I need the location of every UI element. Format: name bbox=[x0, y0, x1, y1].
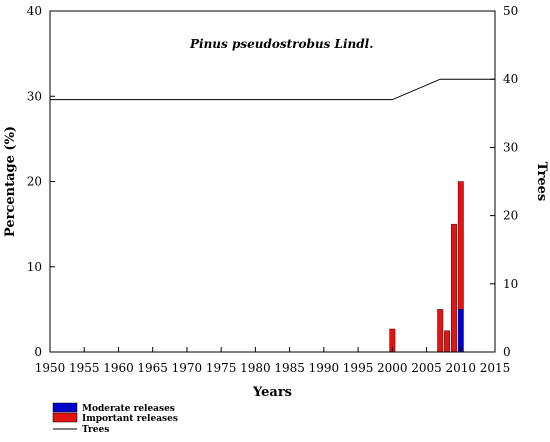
plot-frame bbox=[49, 10, 496, 353]
y2-tick-label: 0 bbox=[503, 345, 511, 359]
legend-label-important-releases: Important releases bbox=[82, 414, 178, 424]
legend-label-trees: Trees bbox=[82, 425, 109, 435]
x-tick-label: 1990 bbox=[309, 361, 340, 375]
bar-important-releases bbox=[437, 309, 444, 353]
x-tick-label: 1985 bbox=[274, 361, 305, 375]
legend-swatch-moderate-releases bbox=[52, 402, 78, 413]
x-tick-label: 1980 bbox=[240, 361, 271, 375]
y2-tick-label: 30 bbox=[503, 140, 518, 154]
x-tick-label: 2010 bbox=[445, 361, 476, 375]
y-tick-label: 20 bbox=[27, 175, 42, 189]
x-tick-label: 1960 bbox=[103, 361, 134, 375]
bar-moderate-releases bbox=[457, 309, 464, 353]
y-axis-left: 0 10 20 30 40 bbox=[27, 4, 55, 359]
bar-important-releases bbox=[444, 330, 451, 353]
x-tick-label: 2015 bbox=[480, 361, 511, 375]
y2-tick-label: 20 bbox=[503, 209, 518, 223]
chart-title: Pinus pseudostrobus Lindl. bbox=[189, 37, 373, 51]
legend: Moderate releases Important releases Tre… bbox=[52, 402, 178, 435]
y-tick-label: 40 bbox=[27, 4, 42, 18]
bar-important-releases bbox=[457, 181, 464, 310]
y-tick-label: 10 bbox=[27, 260, 42, 274]
legend-swatch-important-releases bbox=[52, 412, 78, 423]
x-axis: 1950 1955 1960 1965 1970 1975 1980 1985 1990 1995… bbox=[35, 347, 511, 375]
x-tick-label: 2000 bbox=[377, 361, 408, 375]
legend-label-moderate-releases: Moderate releases bbox=[82, 404, 175, 414]
y-tick-label: 0 bbox=[34, 345, 42, 359]
x-tick-label: 1950 bbox=[35, 361, 66, 375]
bars-layer bbox=[389, 181, 464, 353]
y2-tick-label: 40 bbox=[503, 72, 518, 86]
x-tick-label: 1995 bbox=[343, 361, 374, 375]
y2-tick-label: 50 bbox=[503, 4, 518, 18]
bar-important-releases bbox=[450, 223, 457, 353]
x-tick-label: 1965 bbox=[137, 361, 168, 375]
y-axis-right: 0 10 20 30 40 50 bbox=[490, 4, 518, 359]
y2-tick-label: 10 bbox=[503, 277, 518, 291]
x-tick-label: 1970 bbox=[172, 361, 203, 375]
y-axis-right-title: Trees bbox=[534, 162, 549, 201]
y-tick-label: 30 bbox=[27, 89, 42, 103]
x-tick-label: 1975 bbox=[206, 361, 237, 375]
x-tick-label: 2005 bbox=[411, 361, 442, 375]
y-axis-left-title: Percentage (%) bbox=[3, 126, 18, 237]
line-trees bbox=[50, 78, 495, 101]
trees-line-layer bbox=[50, 78, 495, 101]
x-axis-title: Years bbox=[252, 385, 292, 400]
x-tick-label: 1955 bbox=[69, 361, 100, 375]
